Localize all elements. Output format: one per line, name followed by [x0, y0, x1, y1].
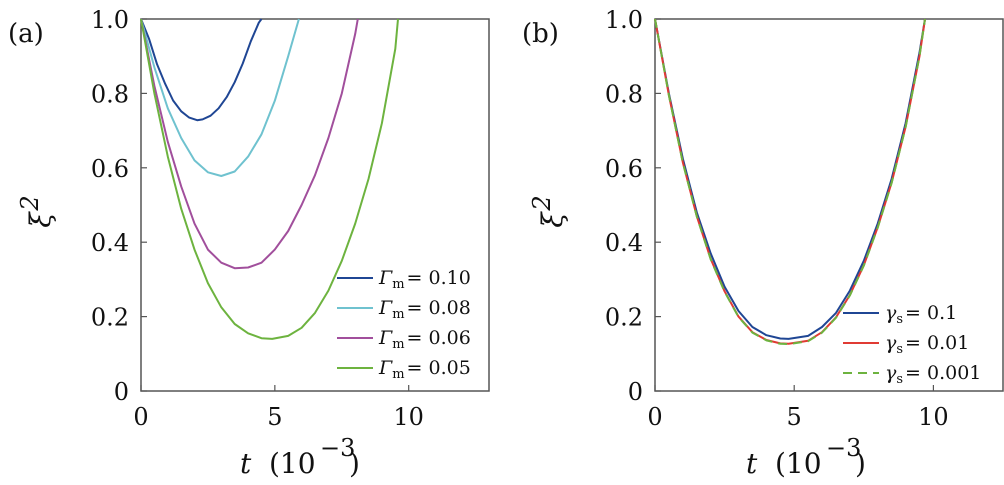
panel-b-axes-frame [654, 18, 1004, 392]
panel-a-ylabel-exponent: 2 [16, 195, 44, 211]
panel-b-xlabel-close: ) [855, 447, 866, 480]
series-line-3 [140, 18, 399, 340]
panel-b-ylabel-symbol: ξ [536, 211, 569, 228]
legend-label-2: γs = 0.001 [885, 362, 981, 387]
panel-b-ticks: 0 5 10 0 0.2 0.4 0.6 0.8 1.0 [605, 6, 949, 431]
panel-b-ylabel: ξ 2 [528, 195, 569, 227]
legend-label-1: Γm = 0.08 [378, 297, 471, 322]
panel-a-ylabel-symbol: ξ [24, 211, 57, 228]
y-tick-label: 0.8 [605, 80, 643, 108]
x-tick-label: 10 [918, 403, 949, 431]
y-tick-label: 0.2 [605, 304, 643, 332]
panel-a-xlabel-close: ) [349, 447, 360, 480]
y-tick-label: 0.6 [91, 155, 129, 183]
panel-a-label: (a) [8, 19, 44, 49]
series-line-2 [654, 18, 926, 346]
x-tick-label: 10 [393, 403, 424, 431]
panel-b-label: (b) [522, 19, 559, 49]
y-tick-label: 0.2 [91, 304, 129, 332]
series-line-0 [654, 18, 926, 340]
panel-b-xlabel-symbol: t [746, 447, 758, 480]
x-tick-label: 5 [267, 403, 282, 431]
y-tick-label: 1.0 [91, 6, 129, 34]
panel-a-xlabel-unit: (10 [269, 447, 316, 480]
y-tick-label: 1.0 [605, 6, 643, 34]
y-tick-label: 0.8 [91, 80, 129, 108]
y-tick-label: 0.4 [91, 229, 129, 257]
legend-label-0: γs = 0.1 [885, 302, 957, 327]
y-tick-label: 0.4 [605, 229, 643, 257]
y-tick-label: 0.6 [605, 155, 643, 183]
panel-a-axes-frame [140, 18, 490, 392]
panel-a-ylabel: ξ 2 [16, 195, 57, 227]
panel-a-xlabel-exponent: −3 [320, 434, 355, 462]
legend-label-2: Γm = 0.06 [378, 327, 471, 352]
y-tick-label: 0 [628, 378, 643, 406]
series-line-0 [140, 18, 263, 122]
legend-label-3: Γm = 0.05 [378, 357, 471, 382]
panel-a-xlabel: t (10 −3 ) [240, 434, 360, 480]
panel-a-series [140, 18, 399, 340]
x-tick-label: 0 [647, 403, 662, 431]
panel-a-xlabel-symbol: t [240, 447, 252, 480]
legend-label-1: γs = 0.01 [885, 332, 969, 357]
series-line-1 [140, 18, 300, 177]
y-tick-label: 0 [114, 378, 129, 406]
panel-b-ylabel-exponent: 2 [528, 195, 556, 211]
x-tick-label: 5 [787, 403, 802, 431]
panel-b-series [654, 18, 926, 346]
panel-a-ticks: 0 5 10 0 0.2 0.4 0.6 0.8 1.0 [91, 6, 424, 431]
x-tick-label: 0 [133, 403, 148, 431]
series-line-2 [140, 18, 359, 270]
panel-b-legend: γs = 0.1 γs = 0.01 γs = 0.001 [843, 302, 981, 387]
panel-a-legend: Γm = 0.10 Γm = 0.08 Γm = 0.06 Γm = 0.05 [337, 267, 471, 382]
panel-b-xlabel-unit: (10 [775, 447, 822, 480]
panel-b-xlabel: t (10 −3 ) [746, 434, 866, 480]
panel-b-xlabel-exponent: −3 [826, 434, 861, 462]
series-line-1 [654, 18, 926, 345]
legend-label-0: Γm = 0.10 [378, 267, 471, 292]
